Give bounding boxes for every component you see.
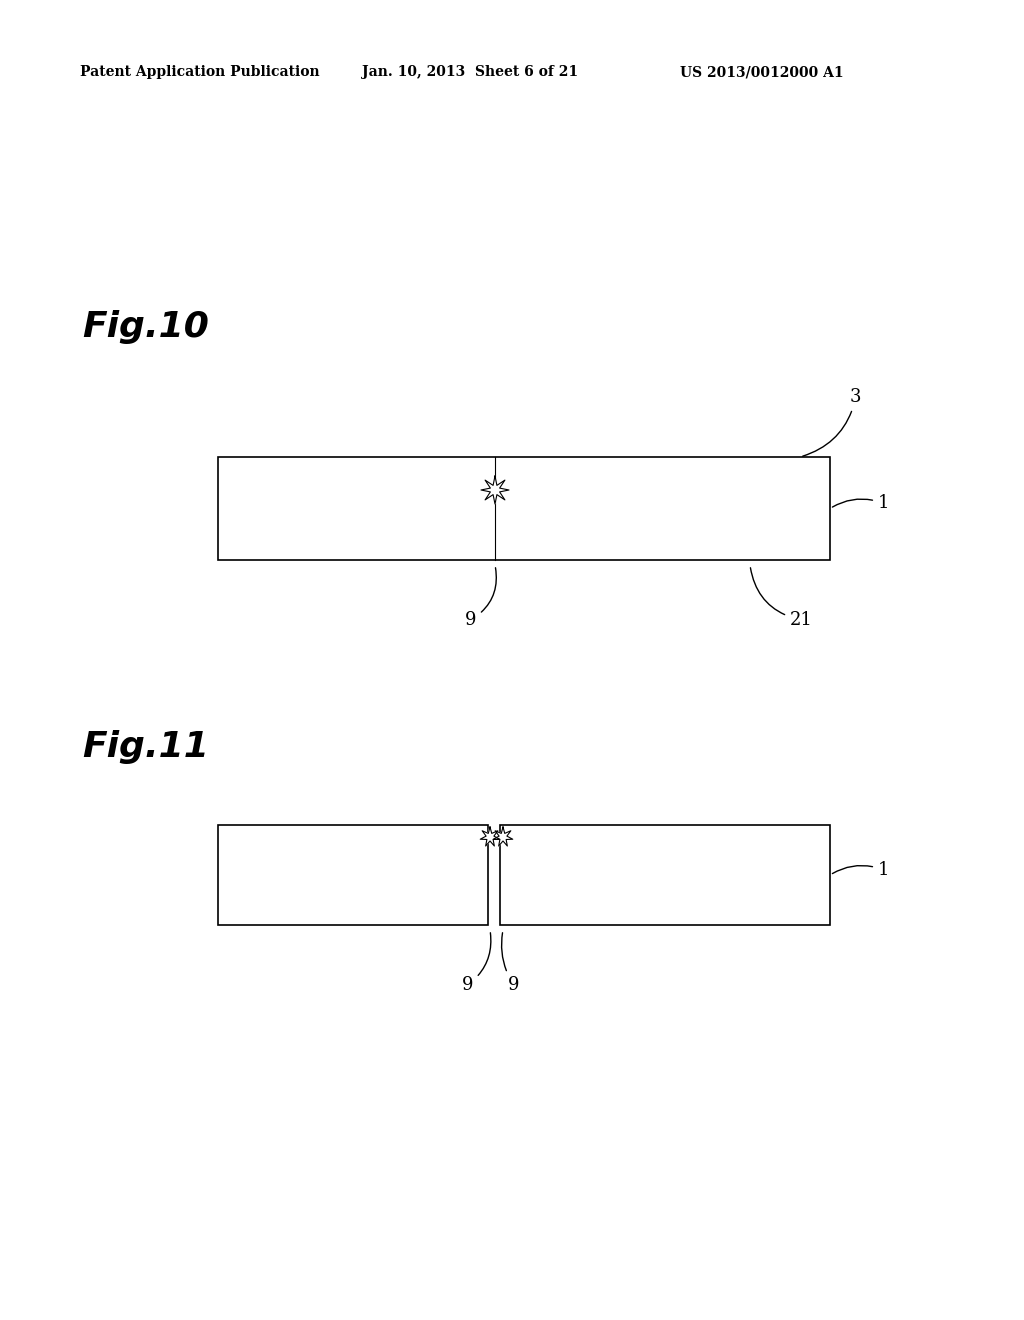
Text: 1: 1 [833, 495, 890, 512]
Polygon shape [481, 477, 509, 504]
Text: 1: 1 [833, 861, 890, 879]
Text: 21: 21 [751, 568, 813, 630]
Bar [218, 825, 488, 925]
Text: 9: 9 [462, 933, 490, 994]
Text: US 2013/0012000 A1: US 2013/0012000 A1 [680, 65, 844, 79]
Text: 9: 9 [502, 933, 519, 994]
Text: 3: 3 [803, 388, 861, 457]
Text: Fig.11: Fig.11 [82, 730, 209, 764]
Text: 9: 9 [465, 568, 497, 630]
Bar [500, 825, 830, 925]
Text: Fig.10: Fig.10 [82, 310, 209, 345]
Bar [218, 457, 830, 560]
Polygon shape [494, 828, 513, 846]
Text: Jan. 10, 2013  Sheet 6 of 21: Jan. 10, 2013 Sheet 6 of 21 [362, 65, 579, 79]
Polygon shape [480, 828, 500, 846]
Text: Patent Application Publication: Patent Application Publication [80, 65, 319, 79]
